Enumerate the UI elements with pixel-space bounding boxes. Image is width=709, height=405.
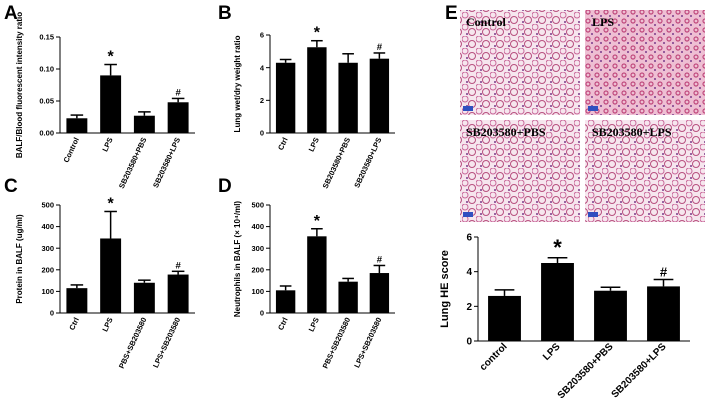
image-label: Control [466, 15, 506, 29]
y-axis-label: BALF/Blood fluorescent intensity ratio [15, 12, 24, 158]
significance-mark: # [175, 260, 181, 271]
micrograph [585, 120, 705, 222]
y-tick-label: 6 [466, 233, 472, 244]
y-tick-label: 0.00 [39, 129, 54, 138]
significance-mark: * [553, 235, 562, 260]
x-tick-label: Ctrl [67, 316, 81, 332]
image-label: SB203580+LPS [592, 125, 672, 139]
significance-mark: * [108, 49, 115, 66]
x-tick-label: LPS [307, 136, 321, 153]
bar [66, 118, 88, 133]
panel-letter: D [218, 176, 232, 197]
panel-letter: E [445, 3, 458, 24]
y-tick-label: 0 [50, 309, 54, 318]
y-tick-label: 2 [466, 302, 472, 313]
x-tick-label: SB203580+PBS [556, 341, 616, 401]
bar [488, 295, 521, 341]
x-tick-label: Ctrl [276, 316, 290, 332]
bar [133, 282, 155, 313]
bar [338, 281, 358, 313]
bar [66, 288, 88, 313]
y-tick-label: 100 [251, 287, 264, 296]
y-tick-label: 300 [251, 244, 264, 253]
y-tick-label: 500 [251, 201, 264, 210]
panel-letter: B [218, 3, 232, 24]
x-tick-label: Ctrl [276, 136, 290, 152]
bar [307, 236, 327, 313]
y-tick-label: 4 [260, 63, 265, 72]
x-tick-label: SB203580+PBS [321, 136, 353, 190]
y-tick-label: 6 [260, 31, 264, 40]
x-tick-label: PBS+SB203580 [117, 316, 149, 370]
panel-letter: A [4, 3, 18, 24]
y-tick-label: 0 [466, 337, 472, 348]
bar [541, 263, 574, 341]
y-tick-label: 100 [41, 287, 54, 296]
y-tick-label: 0 [260, 309, 264, 318]
scale-bar [463, 106, 473, 111]
y-tick-label: 500 [41, 201, 54, 210]
y-axis-label: Protein in BALF (ug/ml) [15, 214, 24, 304]
x-tick-label: LPS [100, 136, 114, 153]
significance-mark: * [314, 25, 321, 42]
y-tick-label: 200 [251, 265, 264, 274]
y-tick-label: 200 [41, 265, 54, 274]
x-tick-label: LPS [307, 316, 321, 333]
y-tick-label: 400 [251, 222, 264, 231]
y-tick-label: 2 [260, 96, 264, 105]
x-tick-label: LPS+SB203580 [352, 316, 383, 369]
scale-bar [463, 212, 473, 217]
bar [167, 102, 189, 133]
significance-mark: # [377, 254, 383, 265]
bar [100, 75, 122, 133]
bar [338, 62, 358, 134]
scale-bar [588, 106, 598, 111]
y-tick-label: 300 [41, 244, 54, 253]
x-tick-label: LPS [100, 316, 114, 333]
bar [275, 290, 296, 313]
scale-bar [588, 212, 598, 217]
bar [100, 238, 122, 313]
y-tick-label: 0.10 [39, 65, 54, 74]
micrograph [460, 120, 580, 222]
image-label: LPS [592, 15, 614, 29]
micrographs: Control LPS SB203580+PBS SB203580+LPS [460, 10, 705, 222]
y-axis-label: Neutrophils in BALF (× 10⁴/ml) [233, 201, 242, 318]
bar [275, 62, 296, 134]
x-tick-label: control [478, 341, 510, 373]
image-label: SB203580+PBS [466, 125, 546, 139]
x-tick-label: SB203580+LPS [352, 136, 383, 189]
significance-mark: * [314, 213, 321, 230]
y-axis-label: Lung wet/dry weight ratio [233, 35, 242, 132]
panel-letter: C [4, 176, 18, 197]
y-axis-label: Lung HE score [439, 250, 451, 328]
x-tick-label: Control [62, 136, 81, 164]
bar [369, 273, 390, 313]
bar [167, 274, 189, 313]
y-tick-label: 4 [466, 267, 472, 278]
bar [133, 115, 155, 133]
y-tick-label: 400 [41, 222, 54, 231]
y-tick-label: 0.05 [39, 97, 54, 106]
bar [594, 290, 627, 341]
y-tick-label: 0 [260, 129, 264, 138]
x-tick-label: SB203580+LPS [151, 136, 182, 189]
significance-mark: # [377, 42, 383, 53]
x-tick-label: LPS [541, 341, 563, 363]
y-tick-label: 0.15 [39, 33, 54, 42]
x-tick-label: LPS+SB203580 [151, 316, 182, 369]
bar [307, 47, 327, 133]
significance-mark: # [175, 87, 181, 98]
x-tick-label: SB203580+LPS [610, 341, 669, 400]
bar [369, 58, 390, 133]
micrograph [585, 10, 705, 115]
bar [647, 286, 680, 341]
x-tick-label: SB203580+PBS [117, 136, 149, 190]
x-tick-label: PBS+SB203580 [321, 316, 353, 370]
significance-mark: * [108, 195, 115, 212]
significance-mark: # [660, 264, 668, 279]
micrograph [460, 10, 580, 115]
